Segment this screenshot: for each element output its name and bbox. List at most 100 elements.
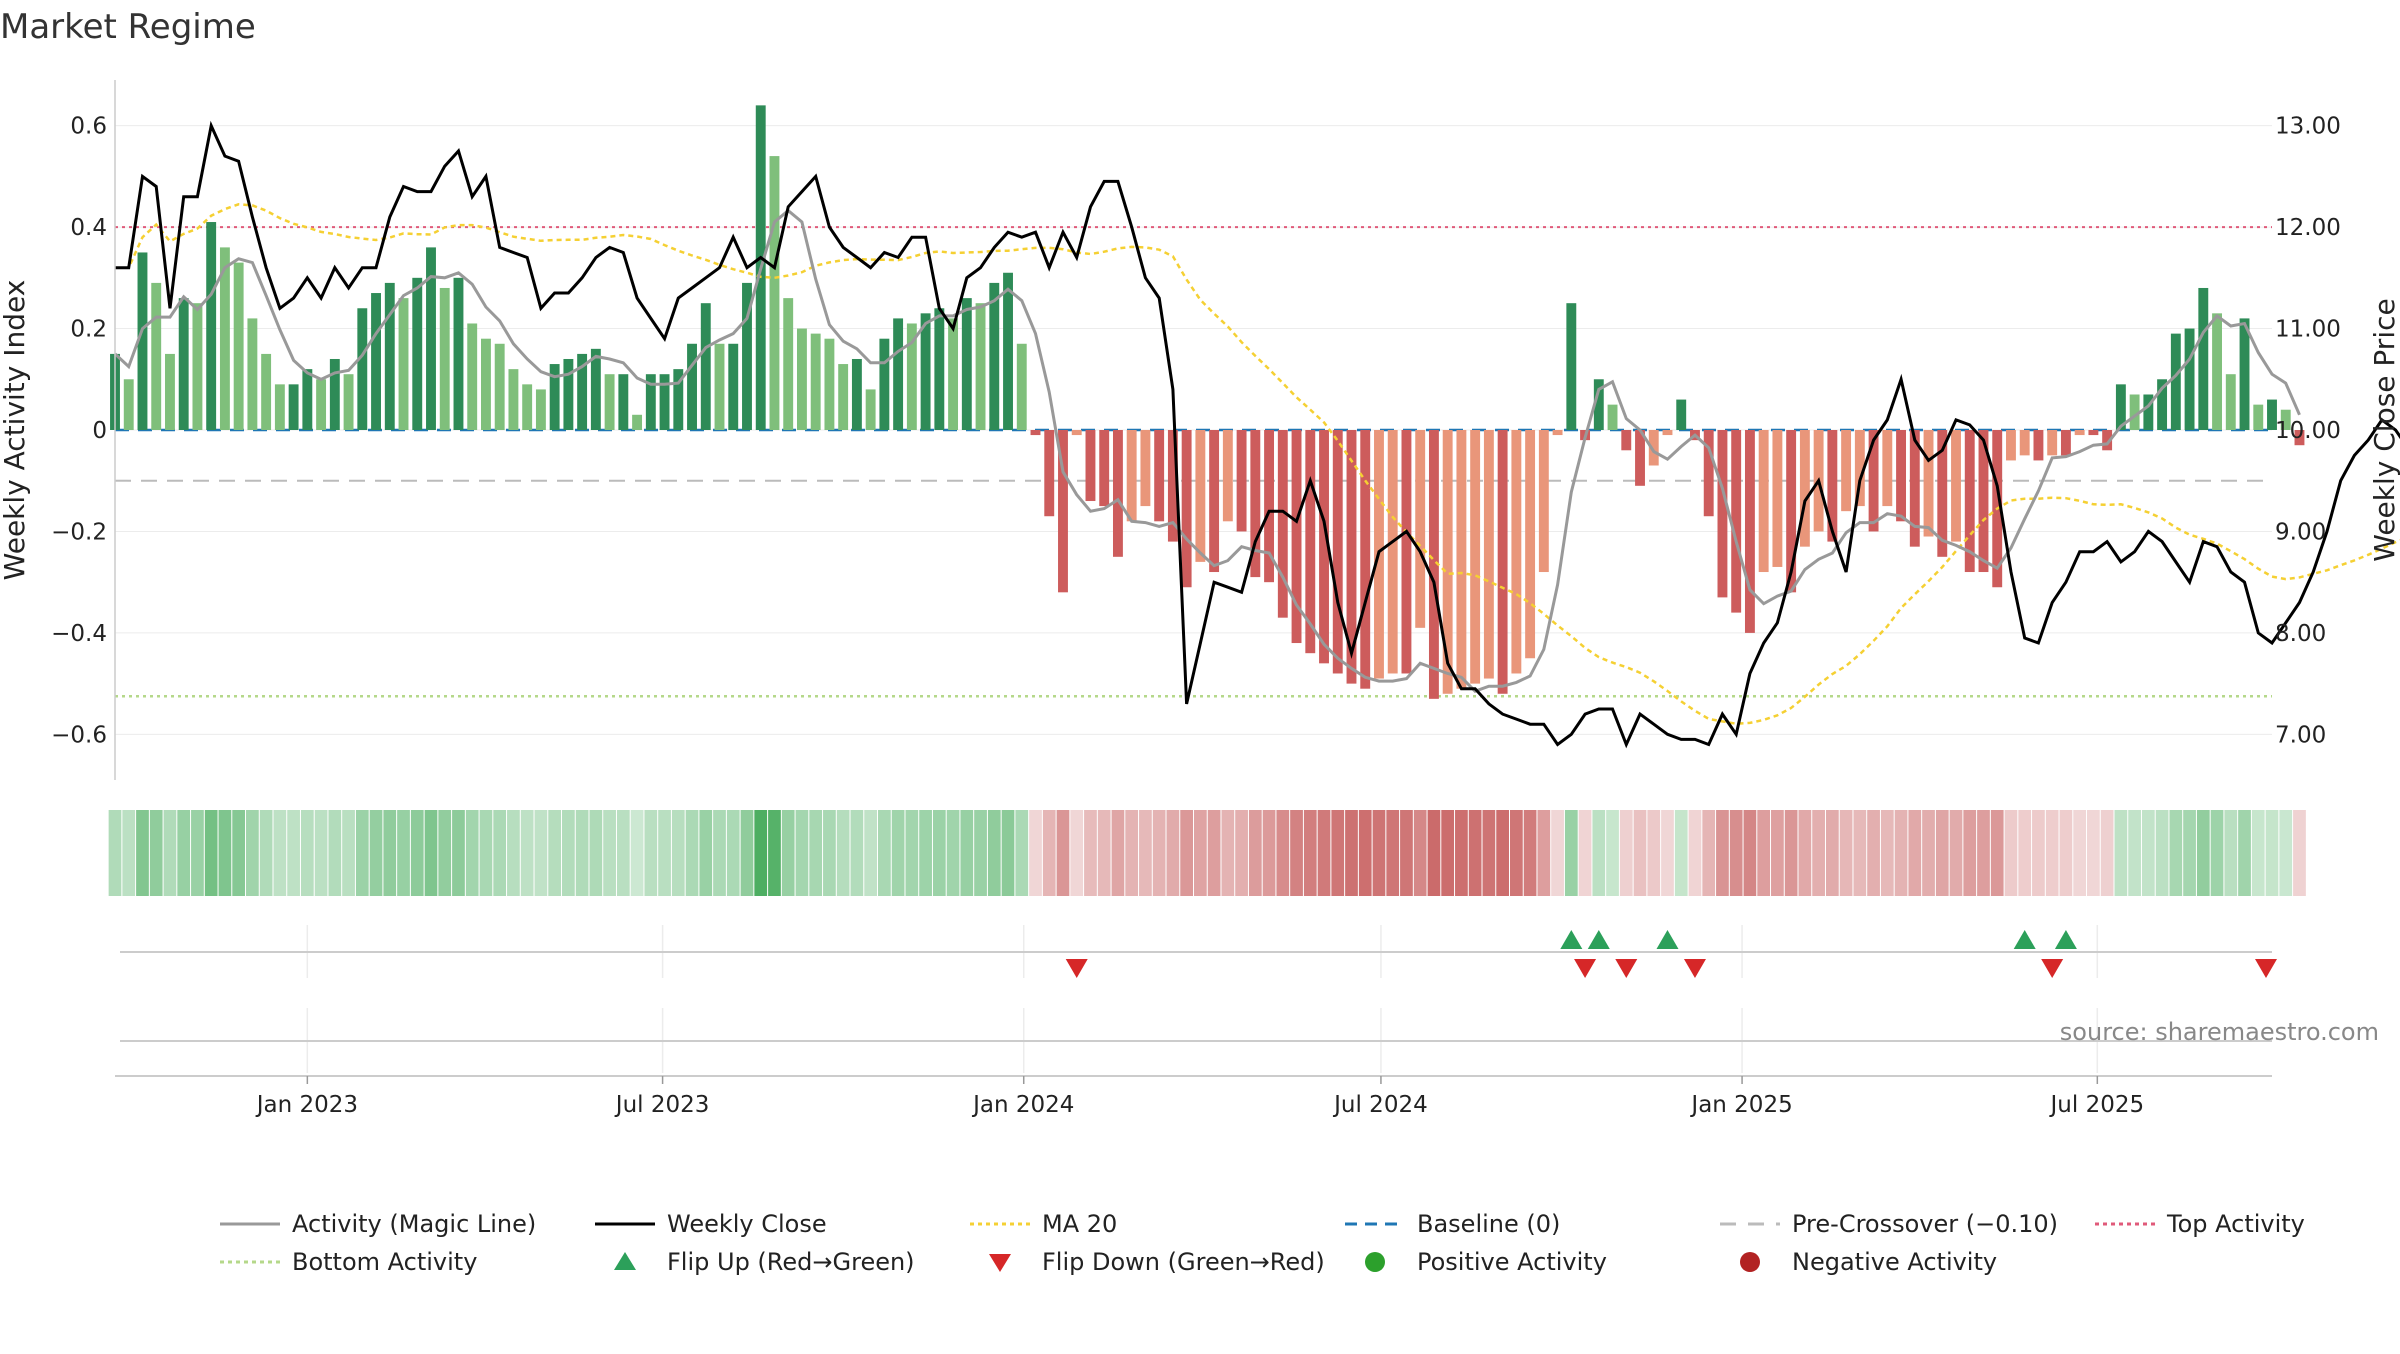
heat-strip-cell bbox=[1303, 810, 1317, 896]
heat-strip-cell bbox=[630, 810, 644, 896]
heat-strip-cell bbox=[287, 810, 300, 896]
heat-strip-cell bbox=[658, 810, 671, 896]
heat-strip-cell bbox=[2018, 810, 2032, 896]
y-tick-label: 0.6 bbox=[70, 114, 107, 140]
activity-bar bbox=[329, 358, 340, 430]
activity-bar bbox=[1744, 430, 1755, 633]
heat-strip-cell bbox=[232, 810, 246, 896]
activity-bar bbox=[384, 282, 395, 430]
heat-strip-cell bbox=[383, 810, 397, 896]
activity-bar bbox=[522, 384, 533, 430]
heat-strip-cell bbox=[589, 810, 603, 896]
legend-label: Negative Activity bbox=[1792, 1248, 1997, 1276]
activity-bar bbox=[192, 303, 203, 430]
heat-strip-cell bbox=[644, 810, 658, 896]
flip-up-marker bbox=[1656, 930, 1679, 949]
activity-bar bbox=[1676, 399, 1687, 430]
y2-axis-label: Weekly Close Price bbox=[2368, 298, 2400, 561]
activity-bar bbox=[1291, 430, 1302, 644]
heat-strip-cell bbox=[1084, 810, 1097, 896]
activity-bar bbox=[2088, 430, 2099, 436]
activity-bar bbox=[1236, 430, 1247, 532]
heat-strip-cell bbox=[919, 810, 932, 896]
heat-strip-cell bbox=[754, 810, 768, 896]
heat-strip-cell bbox=[713, 810, 726, 896]
legend-swatch-dot bbox=[1740, 1252, 1760, 1272]
legend-label: Weekly Close bbox=[667, 1210, 827, 1238]
activity-bar bbox=[1525, 430, 1536, 659]
activity-bar bbox=[549, 364, 560, 430]
heat-strip-cell bbox=[1468, 810, 1482, 896]
heat-strip-cell bbox=[273, 810, 287, 896]
heat-strip-cell bbox=[520, 810, 534, 896]
heat-strip-cell bbox=[809, 810, 823, 896]
legend-label: Bottom Activity bbox=[292, 1248, 477, 1276]
activity-bar bbox=[893, 318, 904, 430]
heat-strip-cell bbox=[1235, 810, 1248, 896]
heat-strip-cell bbox=[836, 810, 850, 896]
activity-bar bbox=[494, 343, 505, 430]
heat-strip-cell bbox=[177, 810, 191, 896]
activity-bar bbox=[810, 333, 821, 430]
heat-strip-cell bbox=[204, 810, 218, 896]
heat-strip-cell bbox=[300, 810, 314, 896]
heat-strip-cell bbox=[823, 810, 836, 896]
activity-bar bbox=[1470, 430, 1481, 684]
activity-bar bbox=[1030, 430, 1041, 436]
heat-strip-cell bbox=[1207, 810, 1221, 896]
activity-bar bbox=[1511, 430, 1522, 674]
activity-bar bbox=[151, 282, 162, 430]
heat-strip-cell bbox=[342, 810, 355, 896]
activity-bar bbox=[1799, 430, 1810, 547]
heat-strip-cell bbox=[1523, 810, 1537, 896]
activity-bar bbox=[439, 287, 450, 430]
heat-strip-cell bbox=[878, 810, 891, 896]
y2-tick-label: 12.00 bbox=[2275, 215, 2341, 241]
activity-bar bbox=[1868, 430, 1879, 532]
heat-strip-cell bbox=[2210, 810, 2224, 896]
heat-strip-cell bbox=[2004, 810, 2018, 896]
activity-bar bbox=[714, 343, 725, 430]
heat-strip-cell bbox=[671, 810, 685, 896]
activity-bar bbox=[879, 338, 890, 430]
heat-strip-cell bbox=[740, 810, 754, 896]
activity-bar bbox=[1483, 430, 1494, 679]
activity-bar bbox=[989, 282, 1000, 430]
heat-strip-cell bbox=[1097, 810, 1111, 896]
activity-bar bbox=[247, 318, 258, 430]
y2-tick-label: 7.00 bbox=[2275, 722, 2326, 748]
heat-strip-cell bbox=[1963, 810, 1977, 896]
heat-strip-cell bbox=[864, 810, 878, 896]
activity-bar bbox=[1071, 430, 1082, 436]
ma20-line bbox=[115, 203, 2400, 725]
heat-strip-cell bbox=[1358, 810, 1372, 896]
y2-tick-label: 9.00 bbox=[2275, 519, 2326, 545]
activity-bar bbox=[1195, 430, 1206, 562]
activity-bar bbox=[2019, 430, 2030, 456]
activity-bar bbox=[1923, 430, 1934, 537]
activity-bar bbox=[838, 364, 849, 430]
y-tick-label: −0.6 bbox=[51, 722, 107, 748]
heat-strip-cell bbox=[1427, 810, 1441, 896]
activity-bar bbox=[618, 374, 629, 430]
activity-bar bbox=[783, 298, 794, 430]
heat-strip-cell bbox=[1331, 810, 1345, 896]
heat-strip-cell bbox=[1551, 810, 1564, 896]
activity-bar bbox=[1635, 430, 1645, 486]
heat-strip-cell bbox=[850, 810, 864, 896]
heat-strip-cell bbox=[355, 810, 369, 896]
activity-bar bbox=[2115, 384, 2126, 430]
flip-down-marker bbox=[2255, 959, 2277, 978]
activity-bar bbox=[426, 247, 436, 430]
heat-strip-cell bbox=[2141, 810, 2155, 896]
activity-bar bbox=[2102, 430, 2113, 451]
activity-bar bbox=[453, 277, 464, 430]
reference-lines bbox=[115, 226, 2272, 698]
heat-strip-cell bbox=[2155, 810, 2169, 896]
activity-bar bbox=[165, 353, 175, 430]
heat-strip-cell bbox=[548, 810, 562, 896]
heat-strip-cell bbox=[1166, 810, 1180, 896]
activity-bar bbox=[2280, 409, 2291, 430]
activity-bar bbox=[467, 323, 478, 430]
activity-bar bbox=[288, 384, 299, 430]
